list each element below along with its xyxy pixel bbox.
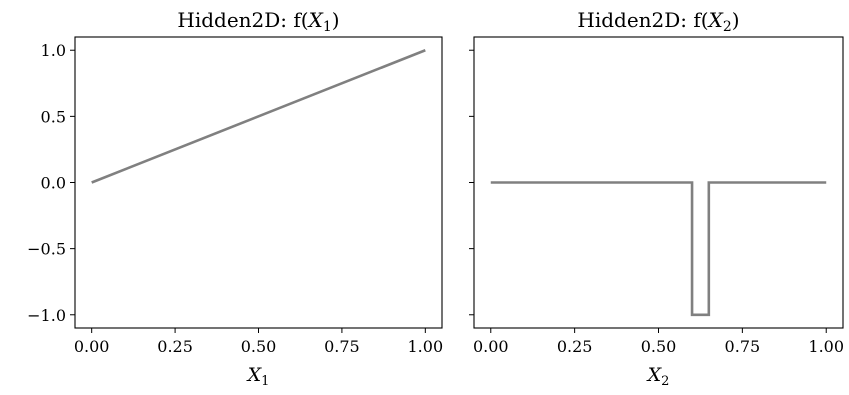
x-tick-label: 0.50 [641, 337, 677, 356]
x-tick-label: 0.00 [74, 337, 110, 356]
series-line-1 [490, 181, 827, 317]
x-tick-label: 1.00 [808, 337, 844, 356]
chart-panel-1: Hidden2D: f(X1)0.00 0.25 0.50 0.75 1.001.00.… [27, 8, 443, 389]
series-line-1 [91, 49, 426, 184]
x-tick-label: 0.25 [557, 337, 593, 356]
chart-title-prefix: Hidden2D: f( [177, 8, 308, 32]
chart-title-sub: 2 [723, 19, 732, 35]
x-axis-label-var: X [646, 364, 663, 386]
chart-title: Hidden2D: f(X1) [177, 8, 339, 35]
x-axis-label: X1 [246, 364, 270, 389]
chart-title-sub: 1 [323, 19, 332, 35]
x-axis-label-sub: 1 [261, 374, 269, 389]
y-tick-label: −0.5 [27, 240, 66, 259]
chart-title-suffix: ) [732, 8, 740, 32]
x-axis-label-var: X [246, 364, 263, 386]
x-tick-label: 0.50 [241, 337, 277, 356]
x-tick-label: 1.00 [408, 337, 444, 356]
x-axis-label: X2 [646, 364, 670, 389]
x-axis-label-sub: 2 [661, 374, 669, 389]
y-tick-label: 1.0 [41, 41, 66, 60]
y-tick-label: 0.5 [41, 107, 66, 126]
chart-title-var: X [307, 8, 324, 32]
chart-title: Hidden2D: f(X2) [577, 8, 739, 35]
x-tick-label: 0.75 [324, 337, 360, 356]
y-tick-label: −1.0 [27, 306, 66, 325]
x-tick-label: 0.25 [157, 337, 193, 356]
chart-title-suffix: ) [332, 8, 340, 32]
chart-title-prefix: Hidden2D: f( [577, 8, 708, 32]
x-tick-label: 0.00 [473, 337, 509, 356]
x-tick-label: 0.75 [725, 337, 761, 356]
chart-title-var: X [707, 8, 724, 32]
y-tick-label: 0.0 [41, 174, 66, 193]
plot-frame [74, 36, 443, 329]
